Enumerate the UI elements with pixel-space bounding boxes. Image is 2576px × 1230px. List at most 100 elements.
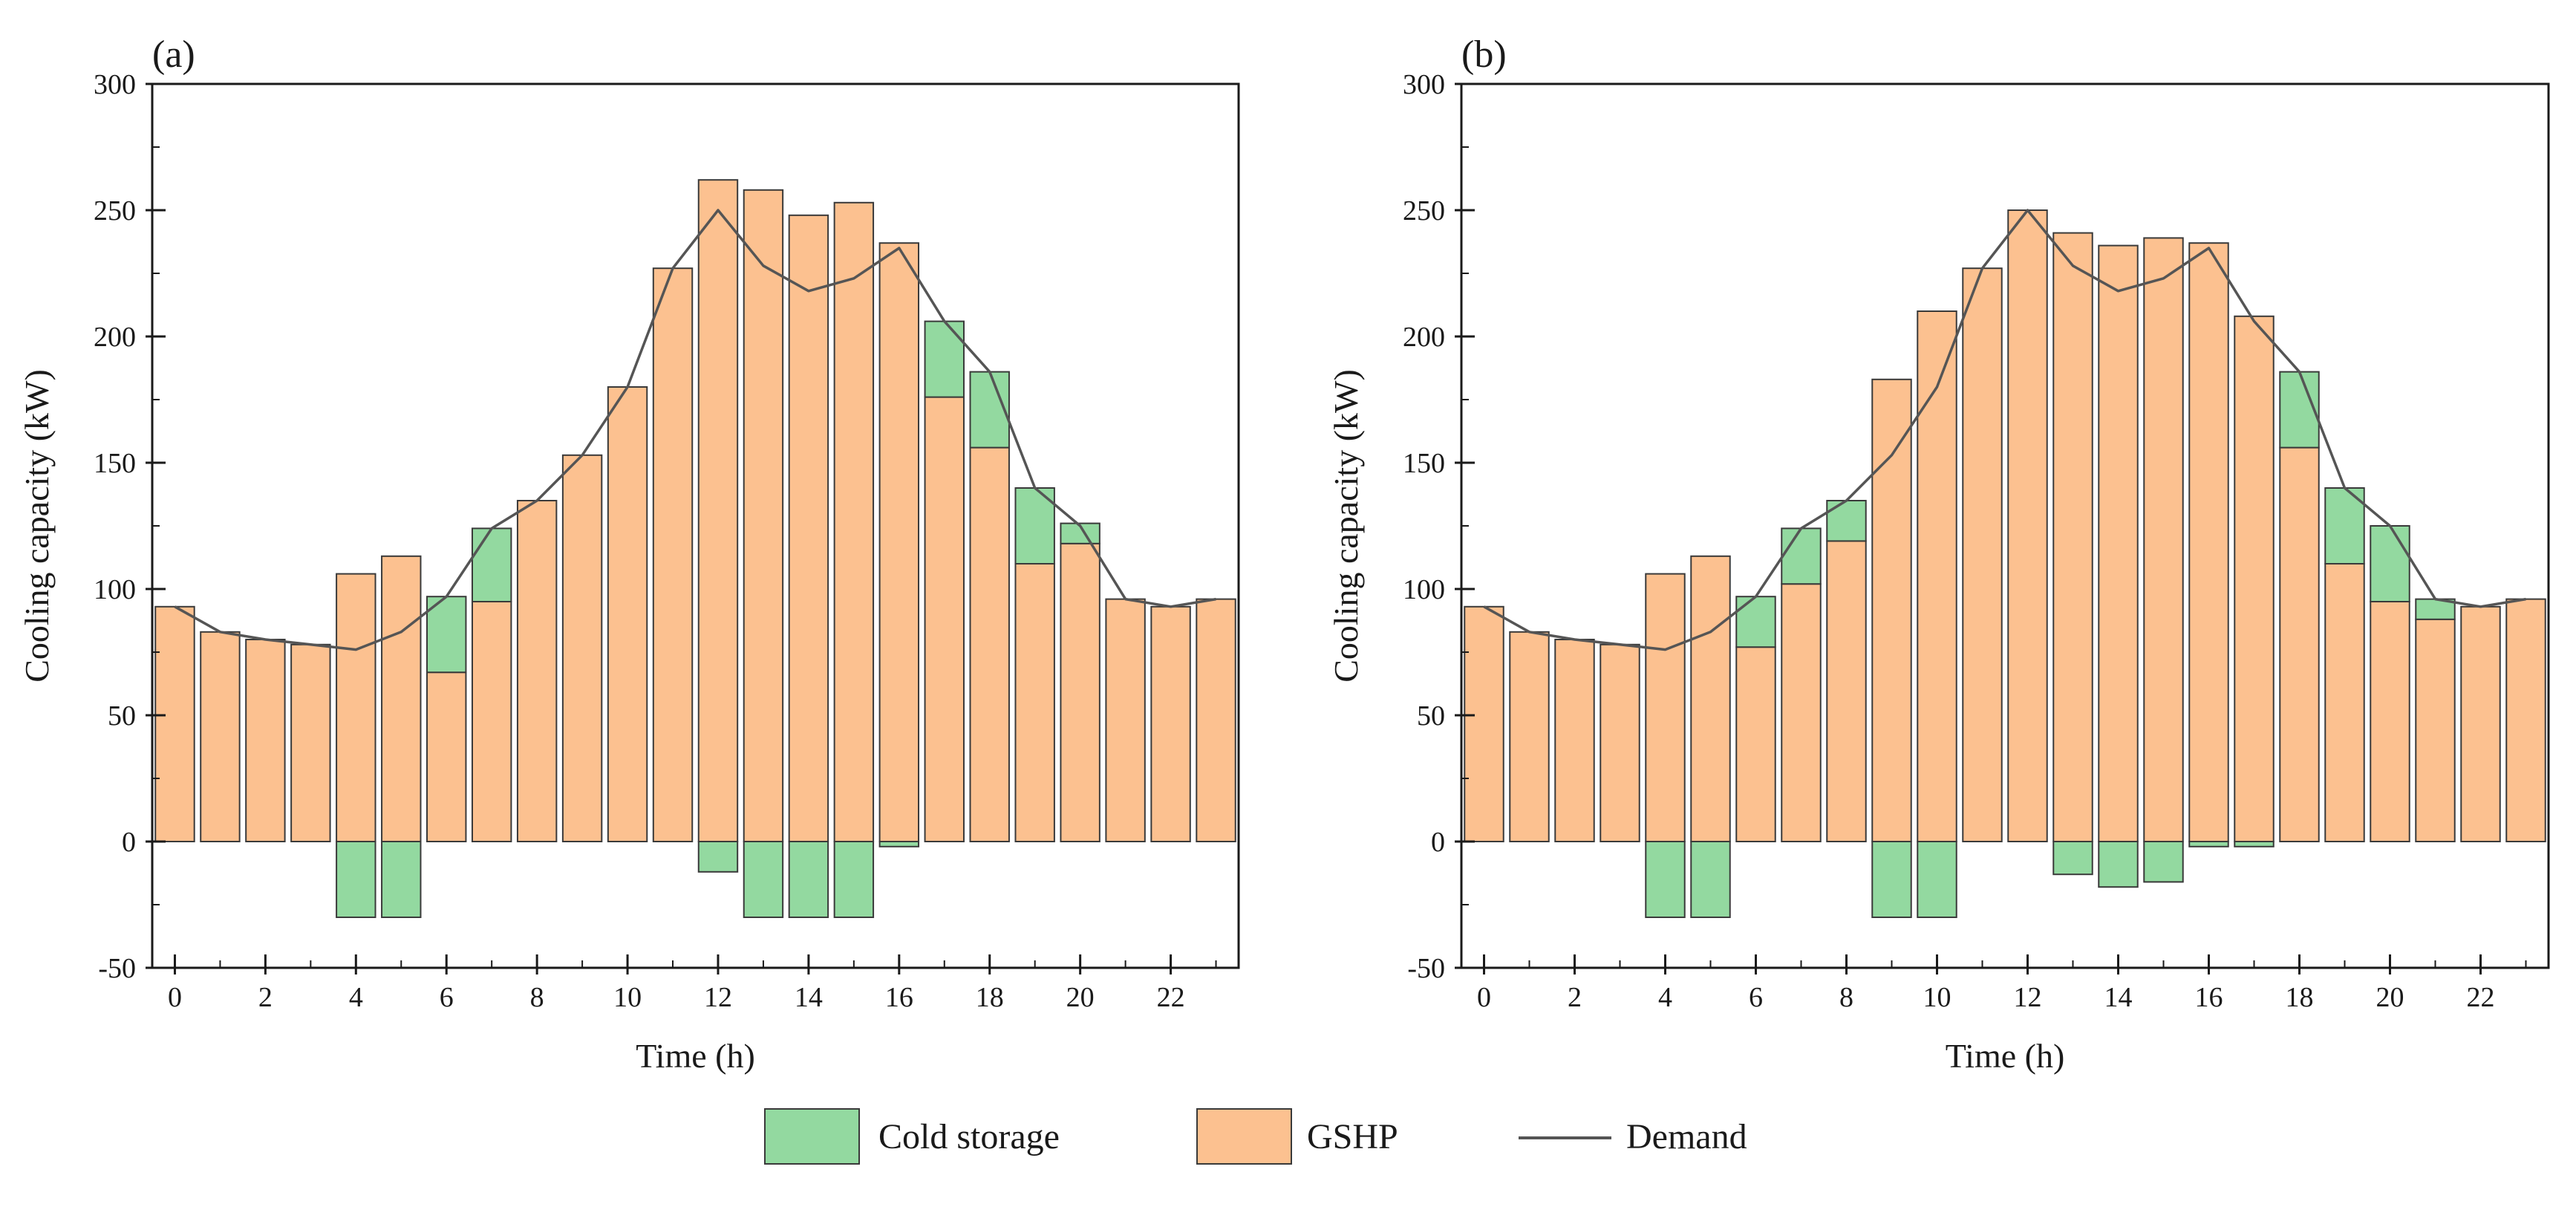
cold-storage-bar <box>381 841 422 918</box>
gshp-bar <box>2415 618 2456 842</box>
y-tick-label: 200 <box>1403 322 1445 353</box>
x-tick-label: 4 <box>1658 982 1672 1013</box>
cold-storage-bar <box>743 841 784 918</box>
x-tick-label: 18 <box>976 982 1004 1013</box>
gshp-bar <box>1871 378 1912 842</box>
cold-storage-bar <box>1826 500 1867 542</box>
gshp-bar <box>471 601 512 842</box>
cold-storage-bar <box>788 841 829 918</box>
cold-storage-bar <box>1645 841 1686 918</box>
x-tick-label: 12 <box>2014 982 2042 1013</box>
y-tick-label: 50 <box>108 700 136 732</box>
x-tick-label: 16 <box>2195 982 2223 1013</box>
x-tick-label: 8 <box>530 982 544 1013</box>
gshp-bar <box>1735 646 1776 842</box>
cold-storage-bar <box>1060 522 1100 544</box>
y-tick-label: 300 <box>94 69 136 100</box>
gshp-bar <box>878 242 920 842</box>
y-tick-label: -50 <box>98 953 136 984</box>
x-tick-label: 8 <box>1839 982 1853 1013</box>
gshp-bar <box>2052 232 2093 843</box>
cold-storage-bar <box>1781 527 1822 585</box>
x-axis-title: Time (h) <box>1946 1037 2065 1075</box>
gshp-bar <box>788 214 829 842</box>
demand-line <box>1483 209 2526 651</box>
gshp-bar <box>1014 563 1055 842</box>
gshp-bar <box>1645 573 1686 842</box>
legend-cold-storage-label: Cold storage <box>878 1117 1060 1156</box>
x-tick-label: 14 <box>795 982 823 1013</box>
x-tick-label: 6 <box>440 982 454 1013</box>
gshp-bar <box>2279 446 2320 842</box>
x-tick-label: 4 <box>349 982 363 1013</box>
y-tick-label: 200 <box>94 322 136 353</box>
x-tick-label: 10 <box>1923 982 1951 1013</box>
gshp-bar <box>969 446 1010 842</box>
cold-storage-bar <box>1690 841 1731 918</box>
x-tick-label: 0 <box>1477 982 1491 1013</box>
gshp-bar <box>2143 237 2184 842</box>
legend: Cold storage GSHP Demand <box>764 1108 1747 1165</box>
gshp-bar <box>290 643 331 842</box>
cold-storage-bar <box>878 841 920 847</box>
y-tick-label: 150 <box>94 448 136 479</box>
cold-storage-bar <box>833 841 875 918</box>
x-tick-label: 20 <box>2376 982 2404 1013</box>
y-tick-label: 250 <box>1403 195 1445 227</box>
panel-label: (b) <box>1461 33 1507 76</box>
gshp-bar <box>1060 542 1100 842</box>
gshp-bar <box>2370 601 2410 842</box>
gshp-bar <box>1826 540 1867 843</box>
y-axis-title: Cooling capacity (kW) <box>18 369 56 683</box>
panel-a: -50 0 50 100 150 200 250 300 0 2 4 6 8 10 12 14 16 18 20 22… <box>18 33 1240 1075</box>
x-tick-label: 2 <box>1568 982 1582 1013</box>
gshp-bar <box>1196 598 1236 842</box>
gshp-bar <box>381 555 422 842</box>
gshp-bar <box>1917 310 1957 842</box>
gshp-bar <box>652 267 694 842</box>
cold-storage-bar <box>1735 596 1776 648</box>
gshp-bar <box>607 386 648 842</box>
legend-demand-label: Demand <box>1626 1117 1747 1156</box>
x-axis-title: Time (h) <box>636 1037 755 1075</box>
legend-gshp-label: GSHP <box>1307 1117 1398 1156</box>
gshp-bar <box>2505 598 2546 842</box>
x-tick-label: 22 <box>2467 982 2495 1013</box>
panel-b: -50 0 50 100 150 200 250 300 0 2 4 6 8 10 12 14 16 18 20 22… <box>1327 33 2550 1075</box>
gshp-bar <box>154 605 195 842</box>
cold-storage-bar <box>2143 841 2184 883</box>
y-tick-label: 50 <box>1417 700 1445 732</box>
x-tick-label: 12 <box>704 982 732 1013</box>
gshp-bar <box>2234 315 2275 842</box>
y-tick-label: 100 <box>1403 574 1445 605</box>
y-tick-label: 0 <box>122 827 136 858</box>
gshp-bar <box>1464 605 1504 842</box>
legend-gshp-swatch <box>1196 1108 1292 1165</box>
cold-storage-bar <box>924 320 965 398</box>
x-tick-label: 16 <box>885 982 913 1013</box>
gshp-bar <box>1600 643 1640 842</box>
y-tick-label: 250 <box>94 195 136 227</box>
gshp-bar <box>743 189 784 843</box>
demand-line <box>174 209 1216 651</box>
cold-storage-bar <box>2415 598 2456 620</box>
x-tick-label: 14 <box>2104 982 2133 1013</box>
gshp-bar <box>1554 639 1595 842</box>
x-tick-label: 20 <box>1066 982 1095 1013</box>
gshp-bar <box>1509 631 1550 842</box>
gshp-bar <box>1105 598 1146 842</box>
y-axis-title: Cooling capacity (kW) <box>1327 369 1365 683</box>
x-tick-label: 10 <box>613 982 642 1013</box>
cold-storage-bar <box>1917 841 1957 918</box>
cold-storage-bar <box>697 841 739 873</box>
cold-storage-bar <box>336 841 376 918</box>
gshp-bar <box>1690 555 1731 842</box>
cold-storage-bar <box>2279 371 2320 449</box>
gshp-bar <box>2460 605 2501 842</box>
gshp-bar <box>426 671 467 843</box>
gshp-bar <box>697 179 739 842</box>
cold-storage-bar <box>426 596 467 674</box>
cold-storage-bar <box>2324 487 2365 564</box>
gshp-bar <box>1150 605 1191 842</box>
panel-label: (a) <box>152 33 195 76</box>
